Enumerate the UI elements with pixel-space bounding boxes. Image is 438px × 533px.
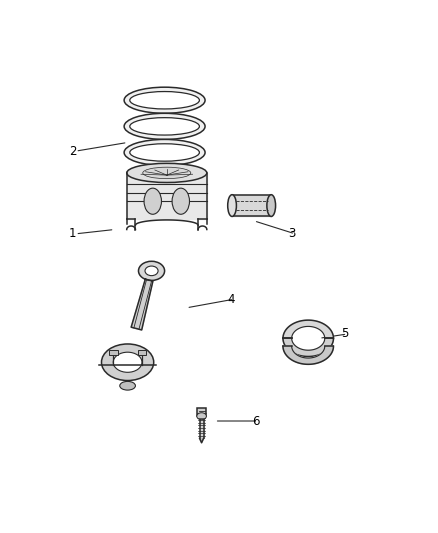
Bar	[109, 350, 117, 355]
Text: 4: 4	[228, 293, 235, 305]
Bar	[138, 350, 146, 355]
Ellipse shape	[197, 413, 206, 419]
Bar	[197, 408, 206, 416]
Ellipse shape	[124, 87, 205, 114]
Ellipse shape	[130, 118, 199, 135]
Text: 5: 5	[341, 327, 348, 341]
Text: 6: 6	[252, 415, 259, 427]
Ellipse shape	[228, 195, 237, 216]
Polygon shape	[232, 195, 271, 216]
Ellipse shape	[124, 140, 205, 166]
Polygon shape	[283, 338, 333, 357]
Ellipse shape	[113, 352, 142, 373]
Polygon shape	[200, 416, 204, 439]
Ellipse shape	[130, 92, 199, 109]
Polygon shape	[283, 320, 333, 338]
Polygon shape	[131, 279, 153, 330]
Ellipse shape	[138, 261, 165, 280]
Ellipse shape	[102, 344, 154, 381]
Ellipse shape	[172, 188, 190, 214]
Ellipse shape	[127, 163, 207, 182]
Ellipse shape	[145, 266, 158, 276]
Ellipse shape	[144, 188, 162, 214]
Ellipse shape	[130, 144, 199, 161]
Ellipse shape	[267, 195, 276, 216]
Polygon shape	[200, 439, 204, 443]
Polygon shape	[127, 173, 207, 220]
Text: 1: 1	[69, 228, 76, 240]
Polygon shape	[283, 346, 333, 365]
Text: 3: 3	[289, 228, 296, 240]
Ellipse shape	[124, 114, 205, 140]
Ellipse shape	[120, 382, 135, 390]
Text: 2: 2	[69, 144, 76, 158]
Ellipse shape	[143, 167, 191, 179]
